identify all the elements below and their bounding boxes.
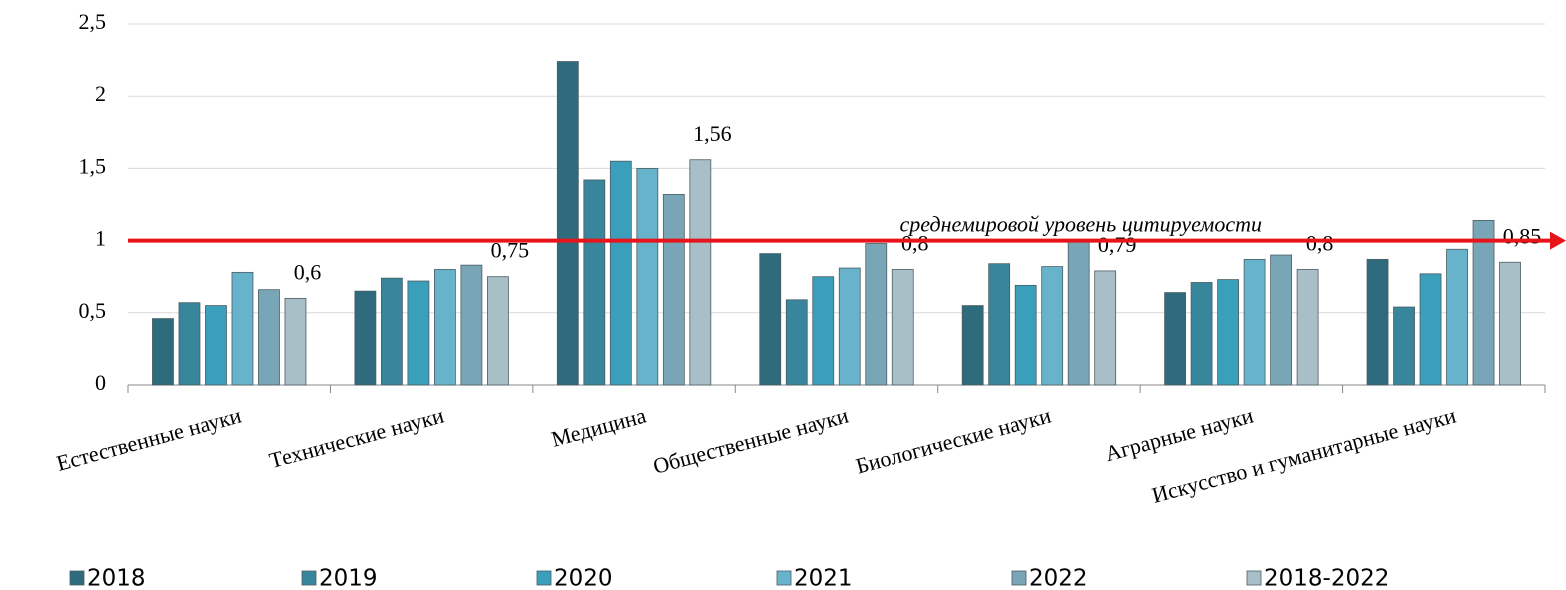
value-label: 1,56 — [693, 121, 732, 146]
bar-shade — [1071, 243, 1087, 382]
x-tick-label: Технические науки — [267, 402, 447, 473]
bar-shade — [181, 305, 197, 382]
x-tick-label: Биологические науки — [853, 403, 1053, 479]
legend-swatch — [69, 570, 85, 586]
legend-label: 2021 — [794, 566, 853, 590]
y-tick-label: 2 — [95, 81, 106, 106]
x-tick-label: Аграрные науки — [1102, 403, 1256, 467]
bar-shade — [1044, 269, 1060, 382]
bar-shade — [895, 272, 911, 382]
reference-label: среднемировой уровень цитируемости — [899, 212, 1262, 237]
value-label: 0,85 — [1503, 223, 1542, 248]
bar-shade — [965, 308, 981, 382]
bar-shade — [261, 292, 277, 382]
x-tick-label: Естественные науки — [54, 402, 244, 475]
bar-shade — [1300, 272, 1316, 382]
value-label: 0,8 — [1306, 231, 1334, 256]
bar-shade — [1247, 262, 1263, 382]
bar-shade — [789, 302, 805, 382]
bar-shade — [1423, 276, 1439, 382]
value-label: 0,79 — [1098, 232, 1137, 257]
bar-shade — [490, 279, 506, 382]
bar-shade — [613, 164, 629, 382]
bar-shade — [666, 197, 682, 382]
bar-shade — [384, 281, 400, 382]
bar-shade — [208, 308, 224, 382]
bar-shade — [410, 284, 426, 382]
bar-shade — [639, 171, 655, 382]
bar-shade — [692, 162, 708, 382]
y-tick-label: 2,5 — [79, 9, 107, 34]
bar-shade — [1476, 223, 1492, 382]
bar-shade — [560, 64, 576, 382]
y-tick-label: 1,5 — [79, 153, 107, 178]
bar-shade — [234, 275, 250, 382]
bar-shade — [991, 266, 1007, 382]
bar-shade — [1273, 258, 1289, 382]
x-tick-label: Медицина — [549, 402, 649, 451]
bar-shade — [842, 271, 858, 382]
reference-arrow — [1550, 231, 1566, 250]
bar-shade — [463, 268, 479, 382]
bar-shade — [815, 279, 831, 382]
bar-shade — [1167, 295, 1183, 382]
bar-shade — [1370, 262, 1386, 382]
legend-label: 2022 — [1029, 566, 1088, 590]
legend-label: 2019 — [319, 566, 378, 590]
y-tick-label: 1 — [95, 226, 106, 251]
value-label: 0,8 — [901, 231, 929, 256]
legend-swatch — [1011, 570, 1027, 586]
legend-swatch — [1246, 570, 1262, 586]
bar-shade — [1502, 265, 1518, 382]
bar-shade — [155, 321, 171, 382]
bar-shade — [357, 294, 373, 382]
bar-shade — [762, 256, 778, 382]
legend-swatch — [536, 570, 552, 586]
legend-label: 2018 — [87, 566, 146, 590]
bar-shade — [437, 272, 453, 382]
legend-label: 2018-2022 — [1264, 566, 1389, 590]
bar-shade — [1449, 252, 1465, 382]
bar-shade — [586, 182, 602, 382]
legend: 2018 2019 2020 2021 2022 2018-2022 — [69, 566, 1389, 590]
legend-swatch — [301, 570, 317, 586]
bar-shade — [1220, 282, 1236, 382]
bar-shade — [868, 246, 884, 382]
y-tick-label: 0,5 — [79, 298, 107, 323]
x-tick-label: Общественные науки — [650, 402, 851, 478]
bar-shade — [1194, 285, 1210, 382]
bar-shade — [287, 301, 303, 382]
y-tick-label: 0 — [95, 370, 106, 395]
legend-label: 2020 — [554, 566, 613, 590]
bar-shade — [1396, 310, 1412, 382]
bar-shade — [1097, 273, 1113, 382]
value-label: 0,6 — [294, 259, 322, 284]
legend-swatch — [776, 570, 792, 586]
bar-shade — [1018, 288, 1034, 382]
